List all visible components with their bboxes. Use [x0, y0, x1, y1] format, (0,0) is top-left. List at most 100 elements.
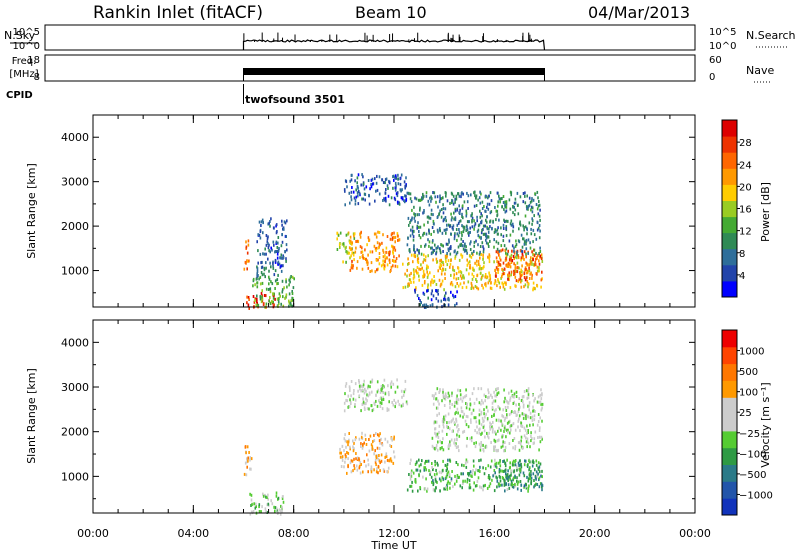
data-cell — [513, 205, 515, 209]
data-cell — [413, 273, 415, 277]
data-cell — [505, 482, 507, 486]
data-cell — [432, 219, 435, 223]
data-cell — [471, 212, 473, 216]
data-cell — [523, 257, 525, 261]
data-cell — [270, 246, 272, 250]
data-cell — [467, 194, 470, 198]
data-cell — [375, 463, 377, 467]
data-cell — [485, 241, 488, 245]
data-cell — [362, 197, 365, 201]
data-cell — [264, 247, 266, 251]
data-cell — [398, 403, 401, 407]
y-tick-label: 1000 — [61, 265, 89, 278]
data-cell — [281, 233, 283, 237]
data-cell — [380, 264, 383, 268]
data-cell — [512, 439, 514, 442]
data-cell — [512, 255, 515, 258]
data-cell — [461, 254, 464, 258]
data-cell — [529, 473, 531, 477]
colorbar-segment — [722, 464, 737, 482]
data-cell — [406, 268, 408, 272]
data-cell — [530, 232, 533, 236]
data-cell — [431, 436, 434, 440]
data-cell — [451, 192, 454, 196]
data-cell — [480, 486, 483, 490]
data-cell — [497, 226, 499, 230]
data-cell — [396, 194, 399, 198]
colorbar-segment — [722, 414, 737, 432]
data-cell — [517, 419, 520, 423]
data-cell — [535, 251, 537, 255]
data-cell — [537, 395, 540, 399]
data-cell — [379, 405, 382, 408]
data-cell — [454, 412, 456, 416]
data-cell — [398, 202, 401, 206]
data-cell — [536, 284, 539, 288]
data-cell — [247, 239, 250, 243]
data-cell — [270, 217, 272, 221]
data-cell — [476, 425, 478, 429]
data-cell — [375, 454, 377, 458]
colorbar-segment — [722, 184, 737, 201]
data-cell — [414, 288, 416, 292]
data-cell — [508, 420, 510, 424]
data-cell — [401, 197, 404, 201]
data-cell — [397, 399, 399, 403]
data-cell — [471, 216, 474, 220]
data-cell — [438, 430, 440, 434]
colorbar-tick-label: 1000 — [739, 347, 764, 358]
data-cell — [442, 244, 444, 248]
data-cell — [541, 270, 543, 274]
data-cell — [265, 294, 267, 298]
data-cell — [521, 425, 524, 428]
data-cell — [366, 407, 369, 411]
data-cell — [449, 201, 451, 205]
data-cell — [498, 426, 500, 430]
data-cell — [450, 420, 452, 424]
data-cell — [485, 232, 487, 236]
data-cell — [526, 445, 528, 449]
data-cell — [486, 236, 488, 240]
data-cell — [422, 475, 424, 479]
data-cell — [527, 429, 529, 432]
data-cell — [350, 394, 352, 398]
data-cell — [283, 227, 285, 231]
data-cell — [384, 197, 386, 201]
data-cell — [443, 415, 445, 419]
data-cell — [464, 461, 467, 465]
data-cell — [529, 200, 532, 204]
data-cell — [273, 294, 275, 298]
data-cell — [349, 400, 352, 404]
data-cell — [533, 399, 535, 403]
data-cell — [385, 455, 388, 459]
data-cell — [347, 465, 349, 469]
data-cell — [444, 392, 447, 396]
data-cell — [370, 183, 372, 186]
data-cell — [365, 260, 368, 264]
data-cell — [502, 440, 504, 444]
data-cell — [500, 445, 503, 449]
data-cell — [380, 388, 382, 392]
data-cell — [418, 249, 420, 253]
data-cell — [491, 430, 494, 434]
data-cell — [382, 386, 384, 390]
data-cell — [478, 252, 481, 256]
nsky-tick-low: 10^0 — [13, 41, 40, 52]
data-cell — [506, 428, 508, 432]
data-cell — [474, 471, 476, 475]
data-cell — [465, 214, 468, 218]
data-cell — [453, 441, 455, 445]
data-cell — [483, 261, 485, 265]
data-cell — [356, 191, 359, 195]
data-cell — [423, 303, 426, 307]
y-tick-label: 3000 — [61, 381, 89, 394]
data-cell — [501, 273, 504, 276]
data-cell — [343, 244, 345, 248]
data-cell — [393, 246, 396, 250]
data-cell — [530, 439, 532, 443]
data-cell — [378, 192, 381, 196]
data-cell — [374, 460, 377, 464]
data-cell — [362, 253, 364, 257]
data-cell — [393, 455, 396, 459]
data-cell — [491, 478, 493, 482]
